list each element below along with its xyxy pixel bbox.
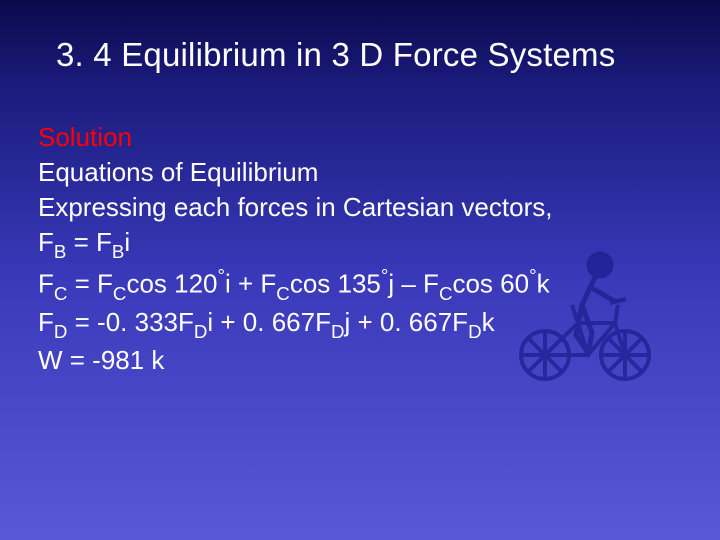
eq-sub: D bbox=[194, 321, 208, 342]
eq-text: F bbox=[38, 227, 54, 257]
eq-text: i + F bbox=[225, 268, 276, 298]
eq-sub: B bbox=[112, 241, 124, 262]
body-line-2: Expressing each forces in Cartesian vect… bbox=[38, 190, 680, 225]
eq-sub: C bbox=[54, 283, 68, 304]
eq-sub: D bbox=[54, 321, 68, 342]
eq-text: = -0. 333F bbox=[67, 307, 193, 337]
eq-text: j + 0. 667F bbox=[344, 307, 468, 337]
slide-title: 3. 4 Equilibrium in 3 D Force Systems bbox=[56, 36, 615, 74]
eq-text: F bbox=[38, 268, 54, 298]
eq-sub: B bbox=[54, 241, 66, 262]
eq-sub: C bbox=[113, 283, 127, 304]
solution-label: Solution bbox=[38, 120, 680, 155]
eq-text: F bbox=[38, 307, 54, 337]
eq-text: i bbox=[124, 227, 130, 257]
eq-sub: D bbox=[468, 321, 482, 342]
eq-text: cos 120 bbox=[126, 268, 217, 298]
eq-text: = F bbox=[66, 227, 112, 257]
eq-text: = F bbox=[67, 268, 113, 298]
eq-text: cos 135 bbox=[290, 268, 381, 298]
eq-text: i + 0. 667F bbox=[207, 307, 331, 337]
eq-text: j – F bbox=[388, 268, 439, 298]
eq-deg: ° bbox=[381, 265, 388, 286]
eq-text: k bbox=[482, 307, 495, 337]
eq-deg: ° bbox=[218, 265, 225, 286]
cyclist-icon bbox=[510, 235, 660, 390]
eq-sub: D bbox=[331, 321, 345, 342]
eq-sub: C bbox=[439, 283, 453, 304]
slide: 3. 4 Equilibrium in 3 D Force Systems So… bbox=[0, 0, 720, 540]
body-line-1: Equations of Equilibrium bbox=[38, 155, 680, 190]
eq-sub: C bbox=[276, 283, 290, 304]
